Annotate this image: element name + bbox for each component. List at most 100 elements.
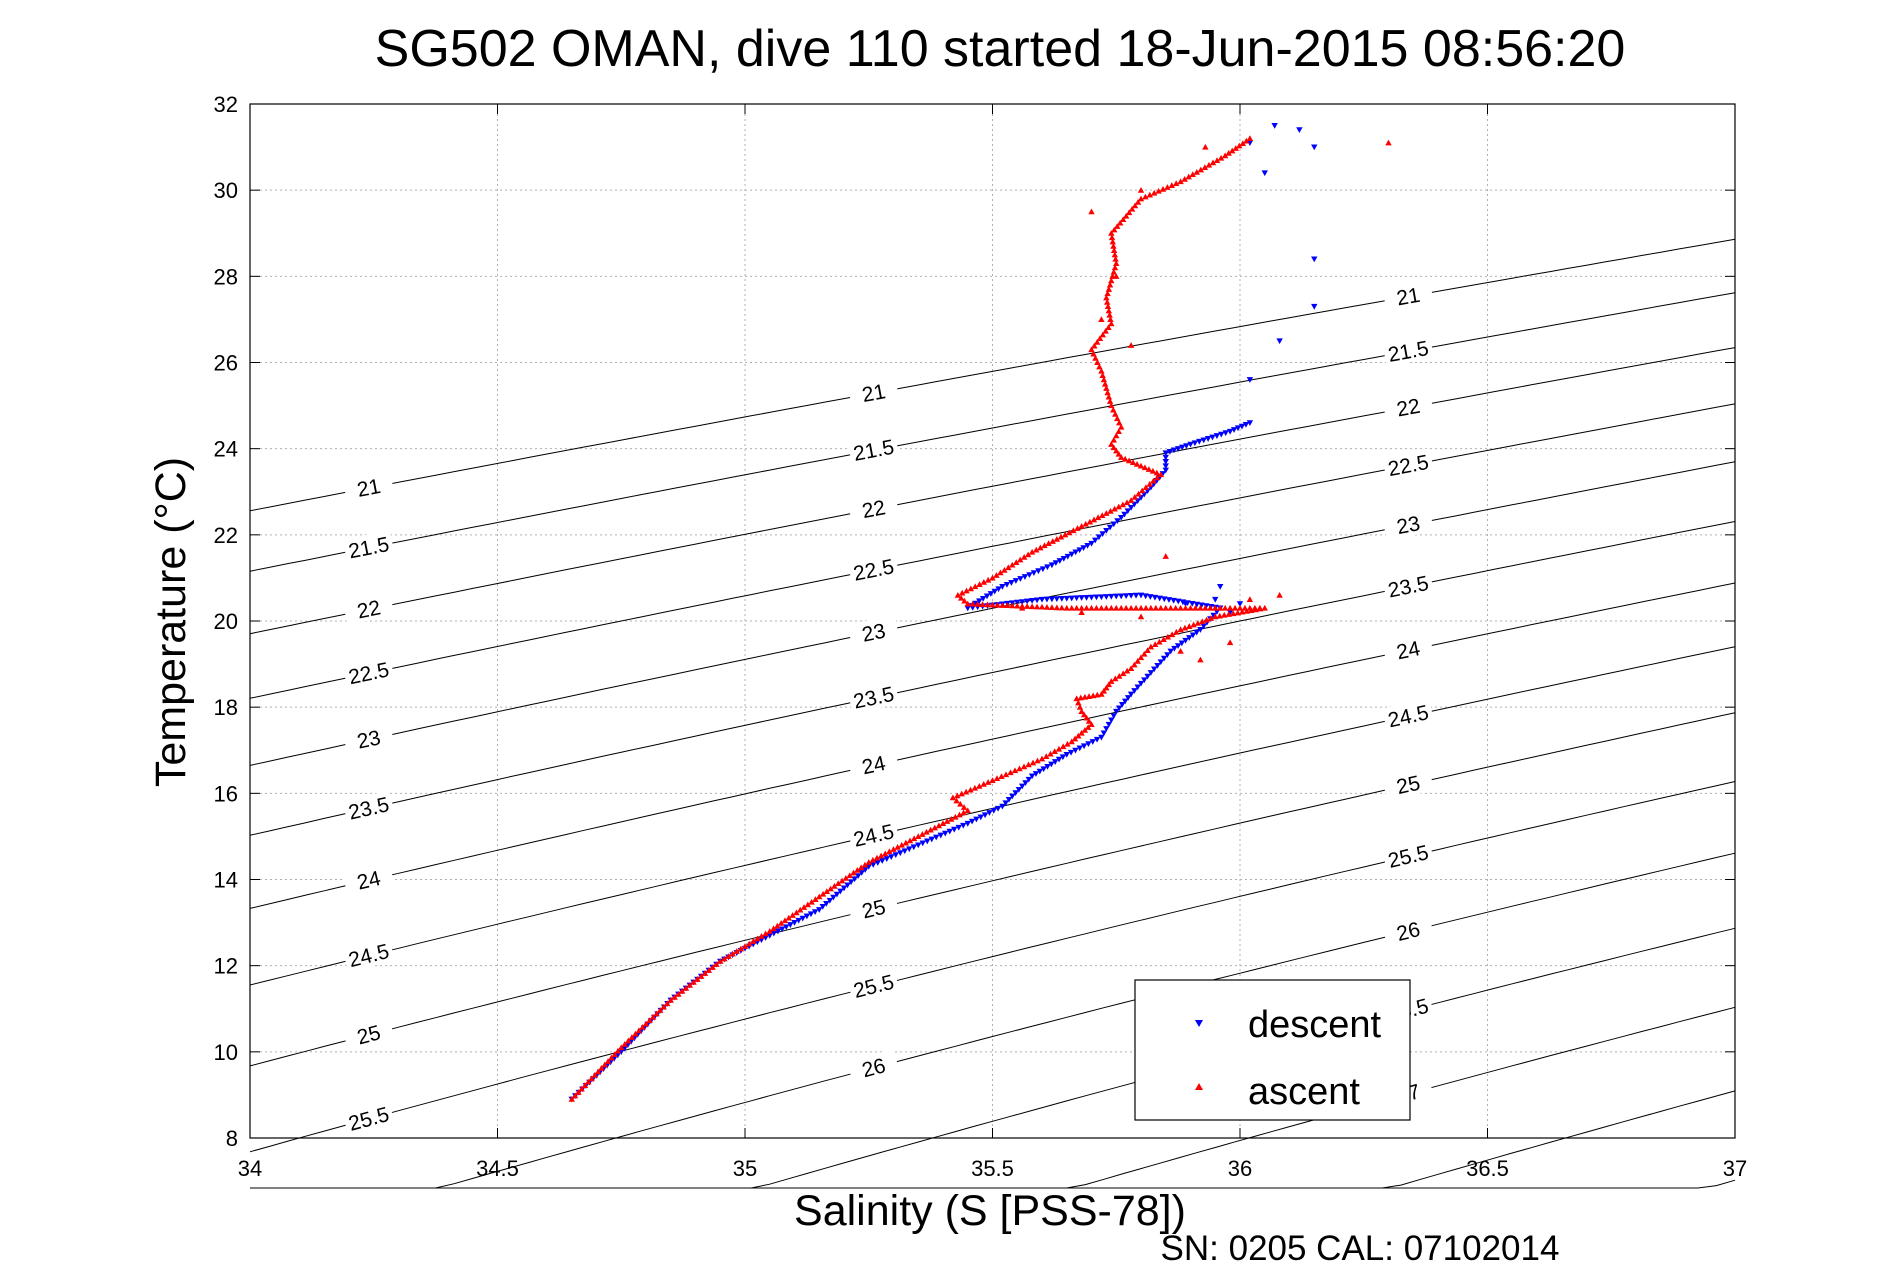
descent-point [979,595,987,602]
contour-label: 24 [1395,637,1423,664]
descent-point [770,930,778,937]
descent-point [874,860,881,866]
ascent-point [1101,380,1109,387]
contour-label: 23.5 [1386,572,1431,603]
contour-label: 24.5 [1386,701,1431,732]
contour-label-group: 26 [1381,913,1435,948]
descent-point [1213,433,1221,439]
descent-point [1055,756,1063,763]
ascent-point [777,920,785,926]
ascent-point [1118,454,1125,460]
x-tick-label: 37 [1723,1156,1747,1181]
descent-point [1023,598,1031,605]
ascent-point [906,837,914,844]
descent-point [999,803,1006,810]
ascent-point [1199,618,1206,625]
ascent-point [948,815,955,822]
ascent-point [1064,740,1071,747]
ascent-point [1385,139,1392,146]
descent-point [1147,594,1154,600]
descent-point [621,1045,628,1052]
ascent-point [611,1051,618,1057]
ascent-point [969,600,976,607]
contour-label-bg [847,433,900,466]
ascent-point [1103,385,1110,391]
ascent-point [998,773,1005,780]
ascent-point [1053,535,1061,542]
ascent-point [1090,516,1098,523]
contour-label-group: 26 [847,1049,900,1085]
ascent-point [1099,372,1106,378]
ascent-point [1207,615,1215,621]
ascent-point [1098,316,1105,322]
ascent-point [1102,327,1109,334]
ascent-point [842,874,850,881]
ascent-point [1117,219,1124,226]
ascent-point [1111,226,1118,233]
ascent-point [635,1027,643,1034]
contour-label-group: 23.5 [1382,569,1435,603]
descent-point [1131,688,1138,694]
ascent-point [1082,520,1089,527]
ascent-point [1020,763,1028,770]
ascent-point [1239,140,1247,146]
descent-point [1088,594,1095,601]
ascent-point [1134,199,1142,205]
descent-point [1197,627,1204,633]
descent-point [1014,599,1021,606]
descent-point [1025,776,1032,783]
contour-label-bg [342,530,395,564]
contour-label-bg [1382,390,1434,423]
descent-point [1076,547,1083,554]
ascent-point [980,579,988,585]
ascent-point [1125,457,1133,464]
descent-point [1032,771,1040,777]
ascent-point [1110,268,1117,275]
ascent-point [1073,604,1080,611]
ascent-point [1085,717,1093,724]
ascent-point [974,600,981,607]
ascent-point [1229,147,1236,154]
ascent-point [1105,324,1112,330]
ascent-point [1127,665,1135,671]
descent-point [823,900,830,907]
ascent-point [1137,654,1145,661]
y-axis-label: Temperature (°C) [147,457,195,787]
ascent-point [625,1037,632,1044]
ascent-point [1055,745,1063,752]
ascent-point [1246,604,1254,611]
ascent-point [1261,604,1268,611]
contour-label-group: 23.5 [847,679,900,714]
descent-point [1198,602,1205,609]
ascent-point [1103,298,1111,305]
ascent-point [1043,604,1051,610]
legend-ascent-marker [1195,1083,1203,1090]
ascent-point [1108,320,1115,327]
descent-point [1092,537,1099,544]
ascent-point [1164,633,1172,640]
contour-label-group: 22.5 [847,552,900,586]
contour-line [249,292,1736,572]
contour-line [250,852,1736,1189]
descent-point [1005,796,1013,803]
ascent-point [1090,350,1097,357]
ascent-point [1122,604,1130,611]
ascent-point [1028,603,1036,610]
data-points [568,122,1392,1103]
ascent-point [1173,180,1180,187]
y-tick-label: 8 [226,1126,238,1151]
ascent-point [1203,616,1210,623]
ascent-point [1137,186,1145,193]
descent-point [1160,655,1168,662]
contour-label: 25.5 [1386,841,1431,873]
contour-label-bg [1382,698,1435,733]
ascent-point [1080,711,1088,718]
ascent-point [585,1078,592,1085]
ascent-point [1070,527,1077,534]
ascent-point [1108,402,1115,409]
descent-point [1217,583,1224,590]
descent-point [1068,595,1075,602]
ascent-point [943,818,951,824]
descent-point [762,935,769,941]
